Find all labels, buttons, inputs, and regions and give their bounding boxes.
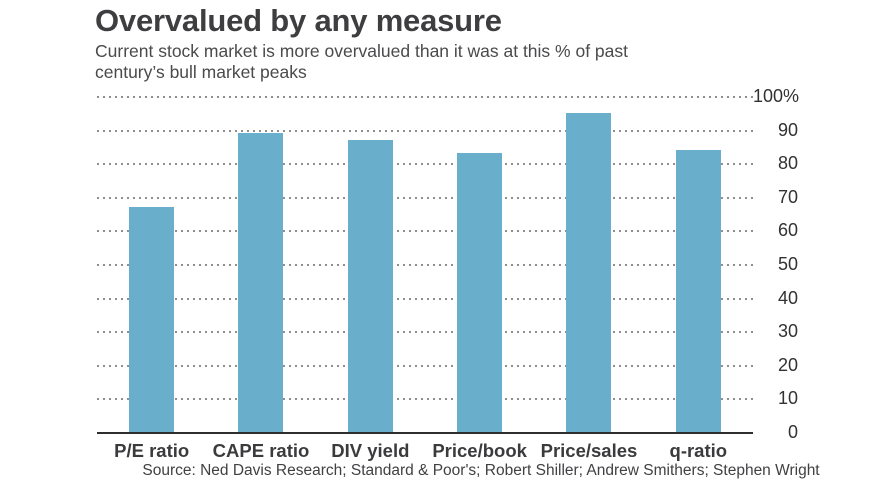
chart-subtitle: Current stock market is more overvalued … (95, 41, 628, 83)
bar-slot-price-book (425, 96, 534, 432)
chart-title: Overvalued by any measure (95, 3, 502, 38)
gridline (97, 364, 753, 367)
bar-price-book (457, 153, 503, 432)
gridline (97, 129, 753, 132)
bar-div-yield (347, 139, 393, 432)
bar-q-ratio (675, 149, 721, 432)
y-tick-label-10: 10 (777, 388, 798, 409)
y-tick-label-70: 70 (777, 186, 798, 207)
y-axis-labels: 100% 90 80 70 60 50 40 30 20 10 0 (753, 86, 799, 442)
gridline (97, 196, 753, 199)
bar-p-e-ratio (129, 206, 175, 432)
bar-slot-q-ratio (644, 96, 753, 432)
y-tick-label-50: 50 (777, 254, 798, 274)
y-tick-label-80: 80 (777, 153, 798, 174)
y-tick-label-40: 40 (777, 287, 798, 308)
bars-container (97, 96, 753, 432)
x-category-label-p-e-ratio: P/E ratio (114, 440, 190, 461)
x-category-label-price-sales: Price/sales (540, 440, 638, 461)
chart-subtitle-line-1: Current stock market is more overvalued … (95, 41, 628, 61)
x-category-label-div-yield: DIV yield (331, 440, 410, 461)
bar-slot-cape-ratio (206, 96, 315, 432)
y-tick-label-20: 20 (777, 354, 798, 375)
bar-price-sales (566, 112, 612, 432)
y-tick-label-60: 60 (777, 220, 798, 241)
plot-area (97, 96, 753, 434)
source-line: Source: Ned Davis Research; Standard & P… (142, 462, 820, 479)
gridline (97, 264, 753, 266)
bar-slot-p-e-ratio (97, 96, 206, 432)
gridline (97, 230, 753, 233)
gridline (97, 331, 753, 334)
bar-slot-price-sales (534, 96, 643, 432)
gridline (97, 163, 753, 166)
chart-subtitle-line-2: century’s bull market peaks (95, 62, 307, 82)
gridline (97, 96, 753, 98)
x-category-label-q-ratio: q-ratio (669, 440, 728, 461)
y-tick-label-90: 90 (777, 119, 798, 140)
x-category-label-price-book: Price/book (432, 440, 527, 461)
gridline (97, 297, 753, 300)
y-tick-label-100: 100% (753, 86, 800, 106)
x-axis-line (97, 432, 753, 434)
y-tick-label-0: 0 (787, 422, 798, 442)
y-tick-label-30: 30 (777, 321, 798, 342)
bar-cape-ratio (238, 132, 284, 432)
x-category-label-cape-ratio: CAPE ratio (212, 440, 310, 461)
gridline (97, 398, 753, 401)
x-axis-labels: P/E ratio CAPE ratio DIV yield Price/book Pr… (97, 440, 753, 462)
bar-slot-div-yield (316, 96, 425, 432)
